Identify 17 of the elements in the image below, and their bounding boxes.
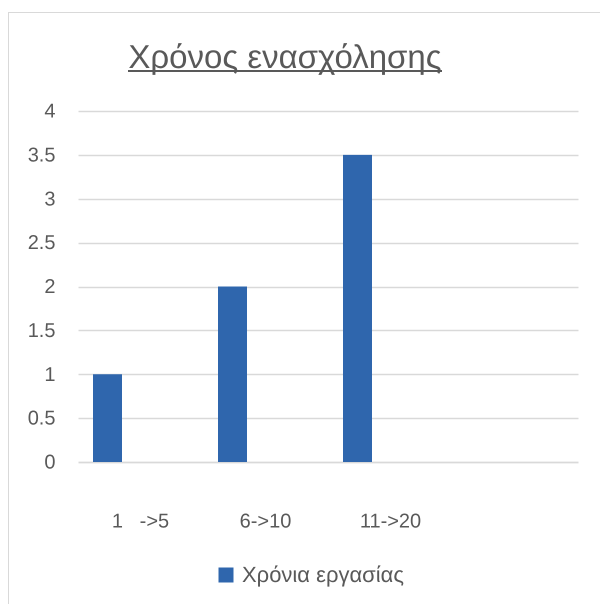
y-tick-label: 0.5 — [28, 408, 56, 430]
bar — [343, 154, 372, 462]
x-tick-label: 11->20 — [360, 510, 422, 532]
y-tick-label: 4 — [44, 100, 56, 122]
chart-title: Χρόνος ενασχόλησης — [128, 38, 442, 75]
bar — [93, 374, 122, 462]
x-tick-label: 6->10 — [240, 510, 292, 532]
legend-label: Χρόνια εργασίας — [242, 562, 404, 587]
y-tick-label: 1.5 — [28, 320, 56, 342]
x-tick-label: 1 ->5 — [112, 510, 170, 532]
y-tick-label: 2 — [44, 276, 56, 298]
y-tick-label: 2.5 — [28, 232, 56, 254]
y-tick-label: 3 — [44, 188, 56, 210]
bar — [218, 286, 247, 462]
y-tick-label: 0 — [44, 452, 56, 474]
y-tick-label: 1 — [44, 364, 56, 386]
y-tick-label: 3.5 — [28, 144, 56, 166]
